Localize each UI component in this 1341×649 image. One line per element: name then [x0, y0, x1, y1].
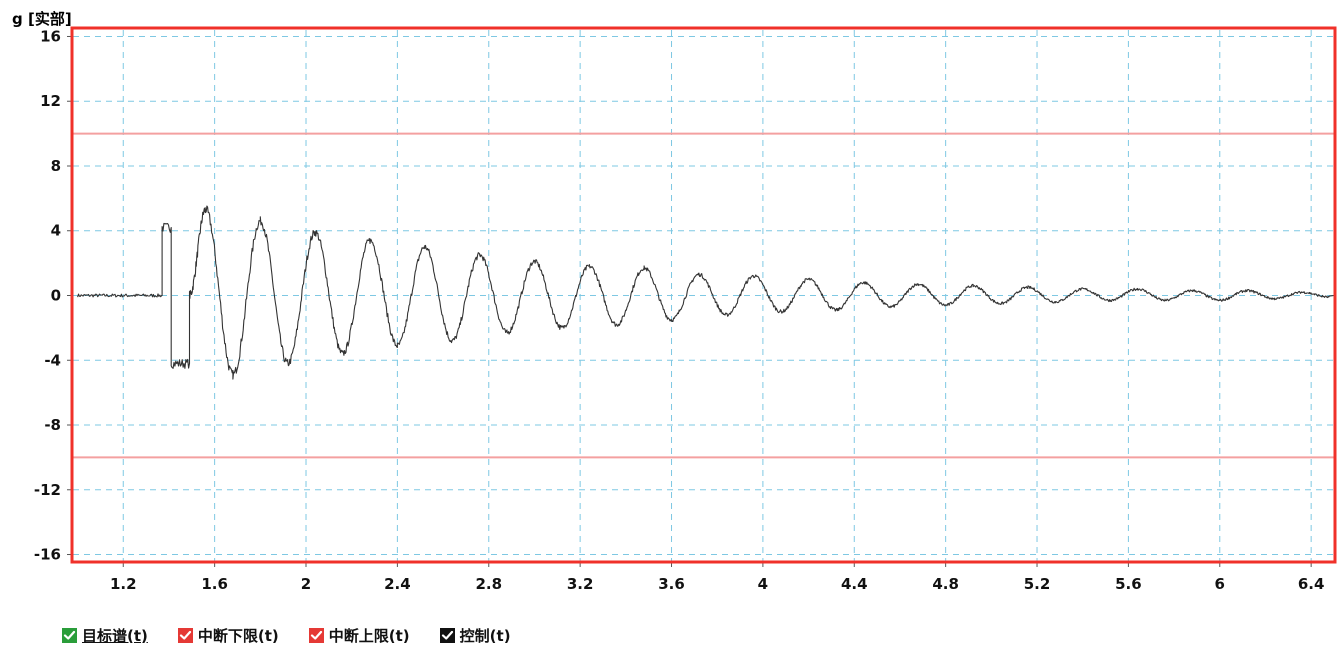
x-tick-label: 4 [758, 575, 768, 593]
y-tick-label: -4 [44, 351, 61, 369]
legend-label: 中断下限(t) [197, 626, 279, 645]
y-tick-label: -12 [34, 481, 61, 499]
checkbox-checked-icon[interactable] [62, 627, 77, 643]
x-tick-label: 2.4 [384, 575, 411, 593]
x-tick-label: 5.6 [1115, 575, 1142, 593]
x-tick-label: 2 [301, 575, 311, 593]
y-tick-labels: 16 12 8 4 0 -4 -8 -12 -16 [34, 27, 61, 563]
checkbox-checked-icon[interactable] [308, 627, 324, 643]
x-tick-labels: 1.2 1.6 2 2.4 2.8 3.2 3.6 4 4.4 4.8 5.2 5.6 6 6.4 [110, 575, 1324, 593]
checkbox-checked-icon[interactable] [177, 627, 193, 643]
x-tick-label: 1.6 [201, 575, 228, 593]
y-tick-label: -16 [34, 546, 61, 564]
y-tick-label: -8 [44, 416, 61, 434]
legend: 目标谱(t) 中断下限(t) 中断上限(t) 控制(t) [62, 624, 541, 646]
y-tick-label: 12 [40, 92, 61, 110]
x-tick-label: 3.6 [658, 575, 685, 593]
x-tick-label: 1.2 [110, 575, 137, 593]
legend-label: 目标谱(t) [82, 626, 148, 645]
trace-layer [77, 205, 1335, 380]
chart-area: 16 12 8 4 0 -4 -8 -12 -16 1.2 1.6 2 2.4 2.8 3.2 3.6 4 4.… [34, 26, 1337, 593]
x-tick-label: 6.4 [1298, 575, 1325, 593]
legend-label: 中断上限(t) [328, 626, 410, 645]
grid-lines [67, 30, 1334, 567]
checkbox-checked-icon[interactable] [439, 627, 455, 643]
limit-lines [73, 132, 1334, 459]
x-tick-label: 2.8 [475, 575, 502, 593]
x-tick-label: 4.8 [932, 575, 959, 593]
x-tick-label: 4.4 [841, 575, 868, 593]
legend-item-abort-lower[interactable]: 中断下限(t) [177, 625, 279, 646]
x-tick-label: 3.2 [567, 575, 594, 593]
x-tick-label: 5.2 [1024, 575, 1051, 593]
legend-label: 控制(t) [459, 626, 511, 645]
y-tick-label: 16 [40, 27, 61, 45]
x-tick-label: 6 [1215, 575, 1225, 593]
y-tick-label: 4 [51, 222, 61, 240]
y-tick-label: 8 [51, 157, 61, 175]
legend-item-abort-upper[interactable]: 中断上限(t) [308, 625, 410, 646]
y-axis-label: g [实部] [12, 10, 72, 28]
legend-item-target-spectrum[interactable]: 目标谱(t) [62, 625, 148, 646]
y-tick-label: 0 [51, 287, 61, 305]
control-trace-line [77, 205, 1335, 380]
plot-frame [70, 26, 1337, 564]
legend-item-control[interactable]: 控制(t) [439, 625, 511, 646]
